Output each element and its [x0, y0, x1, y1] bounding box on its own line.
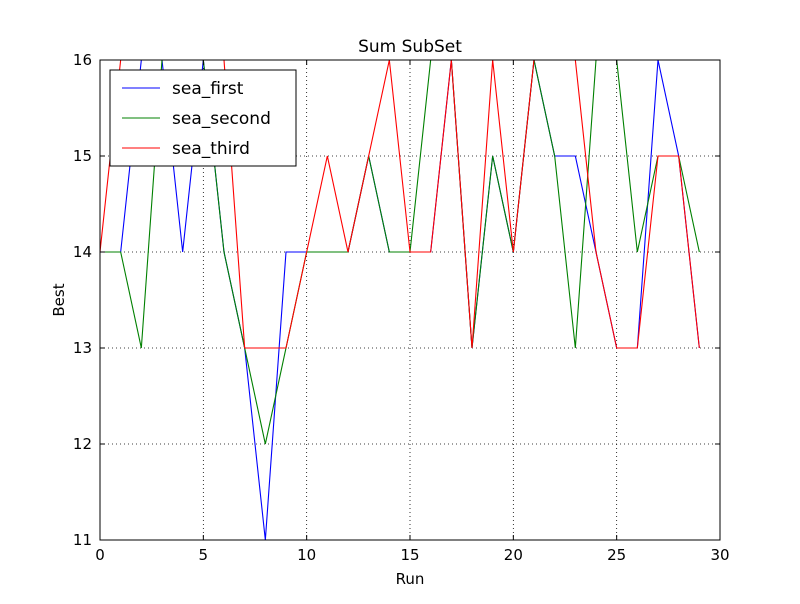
- x-tick-label: 30: [710, 546, 729, 564]
- legend-label: sea_second: [172, 109, 271, 129]
- y-tick-label: 15: [73, 147, 92, 165]
- y-tick-label: 14: [73, 243, 92, 261]
- x-axis-label: Run: [396, 570, 425, 588]
- y-tick-label: 16: [73, 51, 92, 69]
- x-tick-label: 0: [95, 546, 105, 564]
- y-tick-label: 13: [73, 339, 92, 357]
- y-tick-label: 12: [73, 435, 92, 453]
- ticks: 0 5 10 15 20 25 30 11 12 13 14 15 16: [73, 51, 730, 564]
- chart-title: Sum SubSet: [358, 37, 462, 57]
- series-line-sea-third: [100, 60, 700, 349]
- legend: sea_first sea_second sea_third: [109, 69, 297, 167]
- x-tick-label: 15: [400, 546, 419, 564]
- legend-label: sea_first: [172, 79, 244, 99]
- y-axis-label: Best: [50, 283, 68, 316]
- x-tick-label: 5: [199, 546, 209, 564]
- x-tick-label: 10: [297, 546, 316, 564]
- series-line-sea-second: [100, 60, 700, 445]
- x-tick-label: 25: [607, 546, 626, 564]
- x-tick-label: 20: [504, 546, 523, 564]
- y-tick-label: 11: [73, 531, 92, 549]
- legend-label: sea_third: [172, 139, 250, 159]
